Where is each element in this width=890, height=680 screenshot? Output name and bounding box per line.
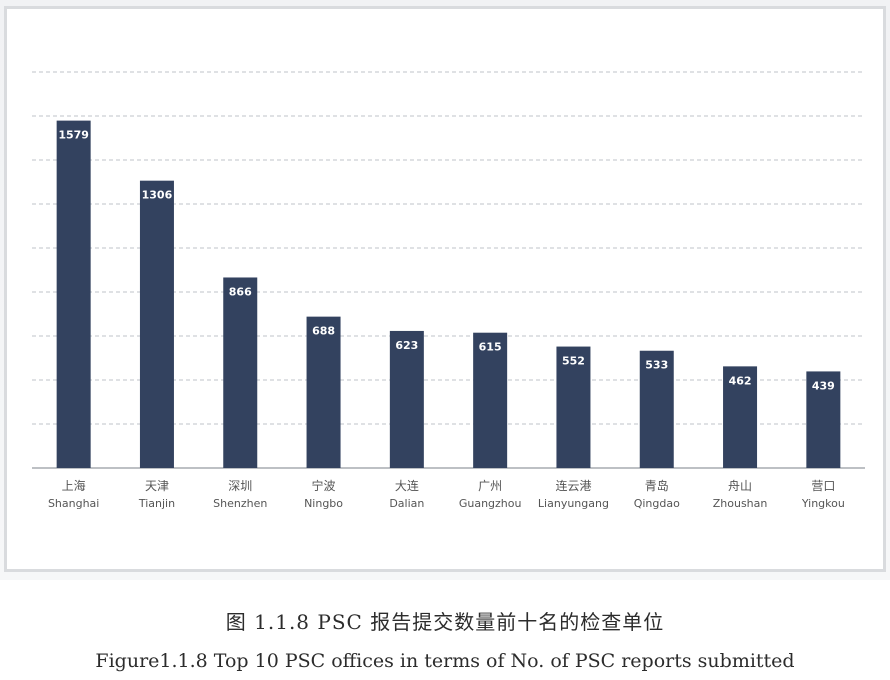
category-label-zh: 大连 xyxy=(395,478,419,493)
bar xyxy=(723,366,758,468)
category-label-zh: 宁波 xyxy=(312,478,336,493)
bar-value-label: 1306 xyxy=(142,189,173,202)
figure-caption-zh: 图 1.1.8 PSC 报告提交数量前十名的检查单位 xyxy=(225,610,665,634)
bar-value-label: 439 xyxy=(812,379,835,392)
category-label-en: Guangzhou xyxy=(459,497,522,510)
category-label-en: Ningbo xyxy=(304,497,343,510)
category-label-en: Zhoushan xyxy=(713,497,768,510)
bar xyxy=(556,346,591,468)
category-label-en: Dalian xyxy=(389,497,424,510)
bar xyxy=(56,120,91,469)
category-label-zh: 舟山 xyxy=(728,479,752,493)
category-label-zh: 广州 xyxy=(478,479,502,493)
category-label-en: Yingkou xyxy=(801,497,845,510)
bar xyxy=(139,180,174,468)
bar xyxy=(306,316,341,468)
category-label-en: Qingdao xyxy=(634,497,680,510)
category-label-zh: 青岛 xyxy=(645,478,669,493)
bar-chart: 1579 上海 Shanghai 1306 天津 Tianjin 866 深圳 Shenzhen… xyxy=(32,71,865,510)
bar-value-label: 688 xyxy=(312,325,335,338)
bar-value-label: 1579 xyxy=(58,129,89,142)
bar xyxy=(223,277,258,468)
bar-value-label: 462 xyxy=(729,374,752,387)
category-label-en: Shenzhen xyxy=(213,497,267,510)
bar-value-label: 533 xyxy=(645,359,668,372)
category-label-en: Shanghai xyxy=(48,497,99,510)
category-label-en: Tianjin xyxy=(138,497,175,510)
bar xyxy=(639,350,674,468)
category-label-zh: 天津 xyxy=(145,479,169,493)
category-label-zh: 上海 xyxy=(62,478,86,493)
bar xyxy=(806,371,841,468)
bar xyxy=(389,330,424,468)
category-label-en: Lianyungang xyxy=(538,497,609,510)
category-label-zh: 营口 xyxy=(811,479,835,493)
bar-value-label: 623 xyxy=(395,339,418,352)
bar xyxy=(473,332,508,468)
bar-value-label: 866 xyxy=(229,285,252,298)
category-label-zh: 连云港 xyxy=(555,478,591,493)
category-label-zh: 深圳 xyxy=(228,479,252,493)
bar-value-label: 615 xyxy=(479,341,502,354)
figure-caption-en: Figure1.1.8 Top 10 PSC offices in terms … xyxy=(95,650,795,672)
bar-value-label: 552 xyxy=(562,355,585,368)
